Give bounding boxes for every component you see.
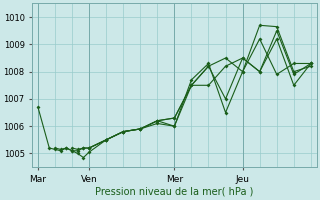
X-axis label: Pression niveau de la mer( hPa ): Pression niveau de la mer( hPa ) <box>95 187 253 197</box>
